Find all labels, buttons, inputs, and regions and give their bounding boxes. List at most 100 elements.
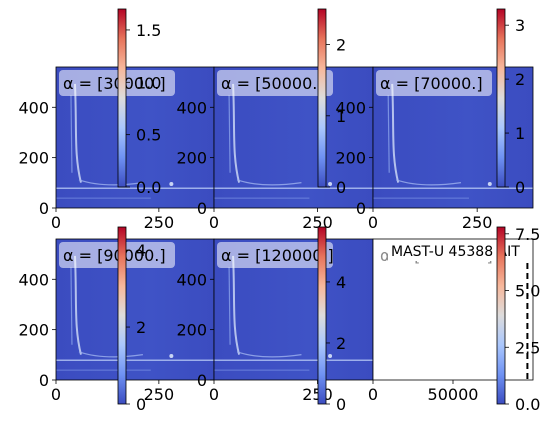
emission-streak-faint <box>228 95 231 173</box>
x-tick-label: 0 <box>368 213 378 232</box>
bright-spot <box>169 354 174 359</box>
colorbar-tick-label: 0 <box>336 178 346 197</box>
colorbar-tick-label: 2.5 <box>515 338 540 357</box>
colorbar-tick-label: 0 <box>136 395 146 414</box>
x-tick-label: 250 <box>302 385 333 404</box>
annotation-box <box>388 241 530 261</box>
label-box <box>217 70 333 96</box>
colorbar-3: 0 1 2 3 <box>496 8 525 197</box>
colorbar-4: 0 2 4 <box>117 226 146 414</box>
bright-spot <box>169 182 174 187</box>
colorbar-tick-label: 7.5 <box>515 225 540 244</box>
label-box <box>376 70 492 96</box>
y-tick-label: 400 <box>176 270 207 289</box>
y-tick-label: 200 <box>335 149 366 168</box>
colorbar-gradient <box>496 8 506 188</box>
colorbar-tick-label: 0 <box>336 395 346 414</box>
bright-spot <box>328 182 333 187</box>
bright-spot <box>328 354 333 359</box>
colorbar-gradient <box>317 8 327 188</box>
x-tick-label: 250 <box>462 213 493 232</box>
y-tick-label: 0 <box>197 371 207 390</box>
colorbar-tick-label: 1.5 <box>136 21 161 40</box>
label-text: α = [30000.] <box>63 74 166 93</box>
y-tick-label: 400 <box>18 98 49 117</box>
alpha-label: α = [70000.] <box>376 70 492 96</box>
emission-streak <box>73 83 82 183</box>
colorbar-gradient <box>117 8 127 188</box>
label-text: α = [50000.] <box>221 74 324 93</box>
y-tick-label: 200 <box>176 149 207 168</box>
colorbar-tick-label: 1.0 <box>136 73 161 92</box>
emission-streak <box>232 255 241 355</box>
bright-spot <box>487 182 492 187</box>
alpha-label: α = [120000.] <box>217 242 334 268</box>
colorbar-tick-label: 0.5 <box>136 126 161 145</box>
emission-streak <box>391 83 400 183</box>
emission-ridge <box>78 351 143 358</box>
alpha-label: α = [30000.] <box>59 70 175 96</box>
y-tick-label: 400 <box>335 98 366 117</box>
y-tick-label: 0 <box>197 199 207 218</box>
axes-frame <box>372 66 534 209</box>
emission-ridge <box>396 179 462 186</box>
colorbar-tick-label: 3 <box>515 16 525 35</box>
x-tick-label: 0 <box>51 213 61 232</box>
y-tick-label: 200 <box>18 321 49 340</box>
colorbar-tick-label: 4 <box>136 241 146 260</box>
emission-ridge <box>78 179 143 186</box>
label-box <box>217 242 333 268</box>
emission-ridge <box>236 351 302 358</box>
label-text: α = [120000.] <box>221 246 334 265</box>
colorbar-tick-label: 1 <box>515 124 525 143</box>
label-box <box>59 242 175 268</box>
colorbar-tick-label: 2 <box>515 70 525 89</box>
colorbar-gradient <box>117 226 127 405</box>
x-tick-label: 250 <box>144 385 175 404</box>
colorbar-tick-label: 4 <box>336 273 346 292</box>
colorbar-tick-label: 0 <box>515 178 525 197</box>
x-tick-label: 0 <box>368 385 378 404</box>
colorbar-tick-label: 2 <box>336 36 346 55</box>
y-tick-label: 0 <box>356 199 366 218</box>
colorbar-tick-label: 0.0 <box>515 395 540 414</box>
emission-streak-faint <box>70 95 73 173</box>
emission-streak-faint <box>228 267 231 345</box>
y-tick-label: 0 <box>39 199 49 218</box>
x-tick-label: 50000 <box>428 385 479 404</box>
colorbar-5: 0 2 4 <box>317 226 346 414</box>
annotation-text: MAST-U 45388 AIT <box>391 244 520 260</box>
alpha-label: α = [90000.] <box>59 242 175 268</box>
label-text: α = [90000.] <box>63 246 166 265</box>
colorbar-gradient <box>317 226 327 405</box>
colorbar-2: 0 1 2 <box>317 8 346 197</box>
x-tick-label: 250 <box>302 213 333 232</box>
emission-ridge <box>236 179 302 186</box>
emission-streak <box>73 255 82 355</box>
emission-streak <box>232 83 241 183</box>
x-tick-label: 250 <box>144 213 175 232</box>
label-box <box>59 70 175 96</box>
x-tick-label: 0 <box>209 213 219 232</box>
colorbar-gradient <box>496 226 506 405</box>
colorbar-tick-label: 2 <box>136 318 146 337</box>
label-text: α = [70000.] <box>380 74 483 93</box>
subplot-1: 0 250 0 200 400 α = [30000.] <box>18 66 215 232</box>
colorbar-tick-label: 0.0 <box>136 178 161 197</box>
x-tick-label: 0 <box>209 385 219 404</box>
y-tick-label: 0 <box>39 371 49 390</box>
emission-streak-faint <box>387 95 390 173</box>
colorbar-1: 0.0 0.5 1.0 1.5 <box>117 8 161 197</box>
colorbar-6: 0.0 2.5 5.0 7.5 <box>496 225 540 414</box>
subplot-5: 0 250 0 200 400 α = [120000.] <box>176 238 374 404</box>
y-tick-label: 200 <box>176 321 207 340</box>
colorbar-tick-label: 1 <box>336 107 346 126</box>
x-tick-label: 0 <box>51 385 61 404</box>
y-tick-label: 400 <box>18 270 49 289</box>
subplot-4: 0 250 0 200 400 α = [90000.] <box>18 238 215 404</box>
emission-streak-faint <box>70 267 73 345</box>
